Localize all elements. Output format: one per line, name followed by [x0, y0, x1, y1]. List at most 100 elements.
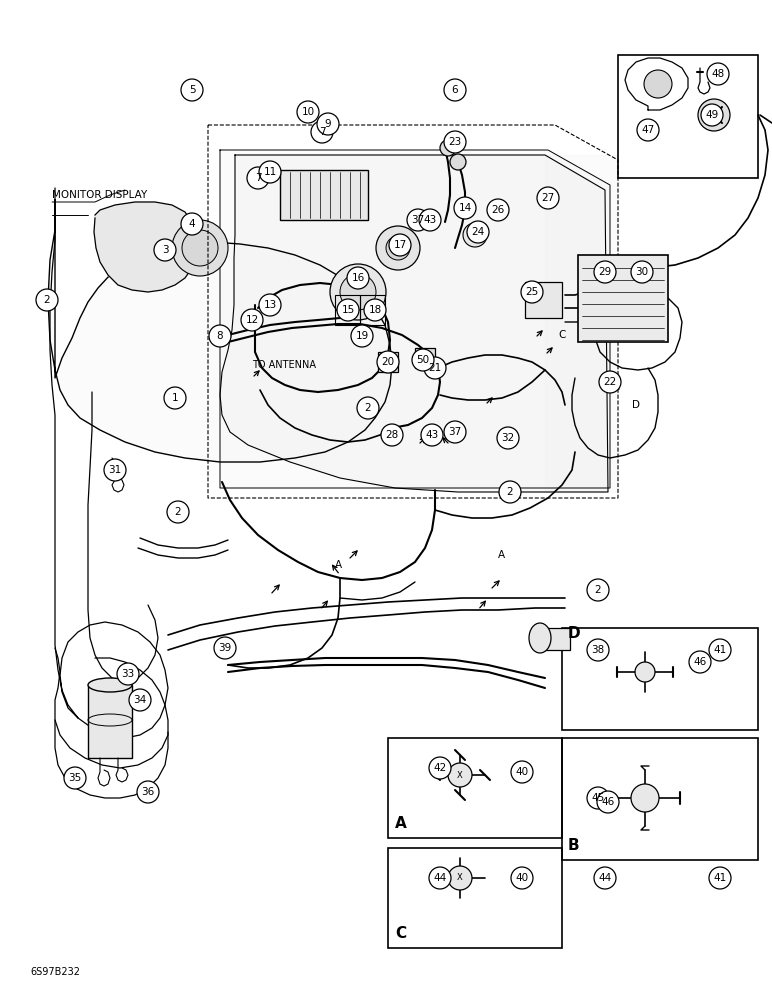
Circle shape — [182, 230, 218, 266]
Circle shape — [635, 662, 655, 682]
Circle shape — [537, 187, 559, 209]
Circle shape — [129, 689, 151, 711]
Circle shape — [644, 70, 672, 98]
Bar — [578, 255, 668, 342]
Text: 5: 5 — [188, 85, 195, 95]
Bar — [280, 170, 368, 220]
Text: 23: 23 — [449, 137, 462, 147]
Text: 33: 33 — [121, 669, 134, 679]
Circle shape — [381, 424, 403, 446]
Text: 37: 37 — [411, 215, 425, 225]
Circle shape — [36, 289, 58, 311]
Circle shape — [467, 221, 489, 243]
Text: 37: 37 — [449, 427, 462, 437]
Circle shape — [429, 757, 451, 779]
Text: 38: 38 — [591, 645, 604, 655]
Circle shape — [631, 784, 659, 812]
Text: 22: 22 — [604, 377, 617, 387]
Circle shape — [444, 79, 466, 101]
Text: A: A — [498, 550, 505, 560]
Circle shape — [424, 357, 446, 379]
Text: 18: 18 — [368, 305, 381, 315]
Circle shape — [386, 236, 410, 260]
Circle shape — [463, 223, 487, 247]
Circle shape — [511, 867, 533, 889]
Bar — [618, 55, 758, 178]
Text: 20: 20 — [381, 357, 394, 367]
Text: 43: 43 — [423, 215, 437, 225]
Text: 2: 2 — [594, 585, 601, 595]
Text: 28: 28 — [385, 430, 398, 440]
Text: 16: 16 — [351, 273, 364, 283]
Text: 1: 1 — [171, 393, 178, 403]
Circle shape — [167, 501, 189, 523]
Text: 12: 12 — [245, 315, 259, 325]
Circle shape — [594, 867, 616, 889]
Circle shape — [587, 787, 609, 809]
Circle shape — [444, 131, 466, 153]
Text: 41: 41 — [713, 873, 726, 883]
Text: X: X — [457, 770, 463, 780]
Text: 2: 2 — [506, 487, 513, 497]
Circle shape — [689, 651, 711, 673]
Circle shape — [117, 663, 139, 685]
Text: TO ANTENNA: TO ANTENNA — [252, 360, 316, 370]
Text: 41: 41 — [713, 645, 726, 655]
Text: 40: 40 — [516, 767, 529, 777]
Circle shape — [587, 639, 609, 661]
Circle shape — [330, 264, 386, 320]
Circle shape — [440, 140, 456, 156]
Circle shape — [389, 234, 411, 256]
Bar — [525, 282, 562, 318]
Circle shape — [594, 261, 616, 283]
Text: 31: 31 — [108, 465, 122, 475]
Text: X: X — [457, 874, 463, 882]
Ellipse shape — [88, 678, 132, 692]
Circle shape — [377, 351, 399, 373]
Circle shape — [340, 274, 376, 310]
Circle shape — [709, 867, 731, 889]
Circle shape — [376, 226, 420, 270]
Circle shape — [181, 79, 203, 101]
Circle shape — [311, 121, 333, 143]
Text: 19: 19 — [355, 331, 368, 341]
Text: D: D — [568, 626, 581, 641]
Text: 27: 27 — [541, 193, 554, 203]
Text: 29: 29 — [598, 267, 611, 277]
Text: C: C — [395, 926, 406, 941]
Text: 39: 39 — [218, 643, 232, 653]
Circle shape — [351, 325, 373, 347]
Text: D: D — [632, 400, 640, 410]
Polygon shape — [220, 155, 608, 492]
Circle shape — [364, 299, 386, 321]
Circle shape — [421, 424, 443, 446]
Polygon shape — [48, 200, 392, 462]
Text: 42: 42 — [433, 763, 447, 773]
Circle shape — [429, 867, 451, 889]
Text: 44: 44 — [433, 873, 447, 883]
Polygon shape — [220, 150, 610, 488]
Circle shape — [419, 209, 441, 231]
Text: 46: 46 — [601, 797, 615, 807]
Text: 49: 49 — [706, 110, 719, 120]
Circle shape — [701, 104, 723, 126]
Circle shape — [511, 761, 533, 783]
Circle shape — [241, 309, 263, 331]
Bar — [378, 352, 398, 372]
Text: 10: 10 — [301, 107, 314, 117]
Text: 7: 7 — [319, 127, 325, 137]
Circle shape — [247, 167, 269, 189]
Circle shape — [297, 101, 319, 123]
Circle shape — [499, 481, 521, 503]
Text: 30: 30 — [635, 267, 648, 277]
Circle shape — [597, 791, 619, 813]
Text: C: C — [558, 330, 565, 340]
Ellipse shape — [529, 623, 551, 653]
Text: 35: 35 — [69, 773, 82, 783]
Text: C: C — [612, 382, 619, 392]
Text: 13: 13 — [263, 300, 276, 310]
Bar — [388, 738, 562, 838]
Bar — [415, 348, 435, 368]
Text: 2: 2 — [44, 295, 50, 305]
Text: 47: 47 — [642, 125, 655, 135]
